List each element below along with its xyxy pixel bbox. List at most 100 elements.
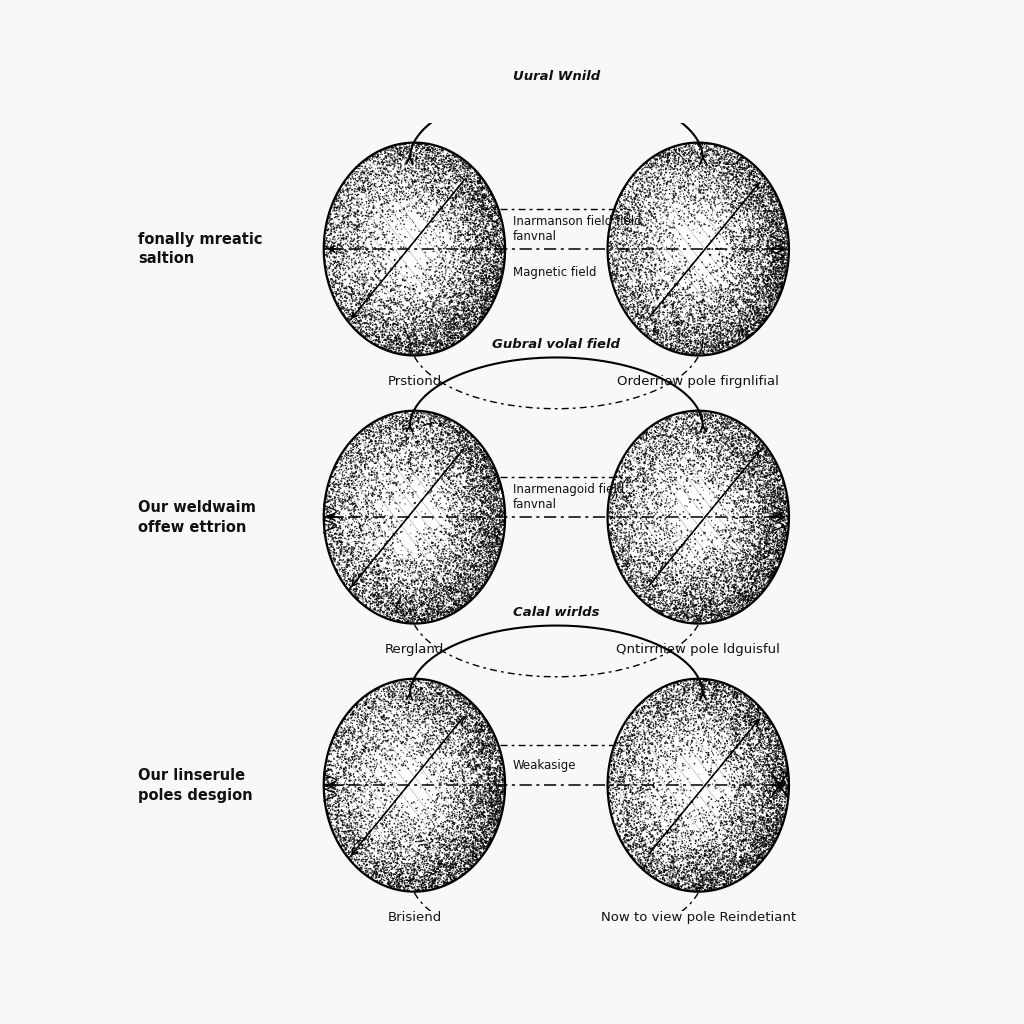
Point xyxy=(425,863,441,880)
Point xyxy=(371,563,387,580)
Point xyxy=(406,322,422,338)
Point xyxy=(433,864,450,881)
Point xyxy=(450,511,466,527)
Point xyxy=(353,294,370,310)
Point xyxy=(638,565,654,582)
Point xyxy=(631,568,647,585)
Point xyxy=(488,535,505,551)
Point xyxy=(768,287,784,303)
Point xyxy=(728,281,744,297)
Point xyxy=(745,287,762,303)
Point xyxy=(654,420,671,436)
Point xyxy=(425,878,441,894)
Point xyxy=(765,508,781,524)
Point xyxy=(743,196,760,212)
Point xyxy=(731,327,748,343)
Point xyxy=(331,244,347,260)
Point xyxy=(462,782,478,799)
Point xyxy=(415,273,431,290)
Point xyxy=(657,796,674,812)
Point xyxy=(317,225,334,242)
Point xyxy=(664,822,680,839)
Point xyxy=(391,751,408,767)
Point xyxy=(445,558,462,574)
Point xyxy=(628,188,644,205)
Point xyxy=(321,782,337,799)
Point xyxy=(735,864,752,881)
Point xyxy=(465,723,481,739)
Point xyxy=(458,529,474,546)
Point xyxy=(662,812,678,828)
Point xyxy=(335,490,351,507)
Point xyxy=(487,753,504,769)
Point xyxy=(665,170,681,186)
Point xyxy=(750,187,766,204)
Point xyxy=(482,260,499,276)
Point xyxy=(449,310,465,327)
Point xyxy=(660,730,677,746)
Point xyxy=(720,438,736,455)
Point xyxy=(687,173,703,189)
Point xyxy=(767,487,783,504)
Point xyxy=(638,588,654,604)
Point xyxy=(670,406,686,422)
Point xyxy=(731,445,748,462)
Point xyxy=(771,548,787,564)
Point xyxy=(490,524,507,541)
Point xyxy=(749,310,765,327)
Point xyxy=(745,848,762,864)
Point xyxy=(679,567,695,584)
Point xyxy=(741,168,758,184)
Point xyxy=(742,276,759,293)
Point xyxy=(643,422,659,438)
Point xyxy=(626,751,642,767)
Point xyxy=(771,538,787,554)
Point xyxy=(389,723,406,739)
Point xyxy=(342,207,358,223)
Point xyxy=(685,678,701,694)
Point xyxy=(702,866,719,883)
Point xyxy=(380,146,396,163)
Point xyxy=(739,284,756,300)
Point xyxy=(455,294,471,310)
Point xyxy=(397,841,414,857)
Point xyxy=(404,167,421,183)
Point xyxy=(465,471,481,487)
Point xyxy=(644,307,660,324)
Point xyxy=(710,828,726,845)
Point xyxy=(764,222,780,239)
Point xyxy=(645,721,662,737)
Point xyxy=(608,468,625,484)
Point xyxy=(710,837,726,853)
Point xyxy=(746,705,763,721)
Point xyxy=(425,411,441,427)
Point xyxy=(613,817,630,834)
Point xyxy=(680,852,696,868)
Point xyxy=(651,299,668,315)
Point xyxy=(701,867,718,884)
Point xyxy=(450,817,466,834)
Point xyxy=(354,536,371,552)
Point xyxy=(671,334,687,350)
Point xyxy=(737,261,754,278)
Point xyxy=(738,454,755,470)
Point xyxy=(649,224,666,241)
Point xyxy=(426,566,442,583)
Point xyxy=(473,835,489,851)
Point xyxy=(477,289,494,305)
Point xyxy=(462,752,478,768)
Point xyxy=(766,460,782,476)
Point xyxy=(443,440,460,457)
Point xyxy=(406,451,422,467)
Point xyxy=(322,770,338,786)
Point xyxy=(393,451,410,467)
Point xyxy=(443,585,460,601)
Point xyxy=(377,226,393,243)
Point xyxy=(694,326,711,342)
Point xyxy=(416,572,432,589)
Point xyxy=(648,867,665,884)
Point xyxy=(455,286,471,302)
Point xyxy=(414,803,430,819)
Point xyxy=(343,568,359,585)
Point xyxy=(604,267,621,284)
